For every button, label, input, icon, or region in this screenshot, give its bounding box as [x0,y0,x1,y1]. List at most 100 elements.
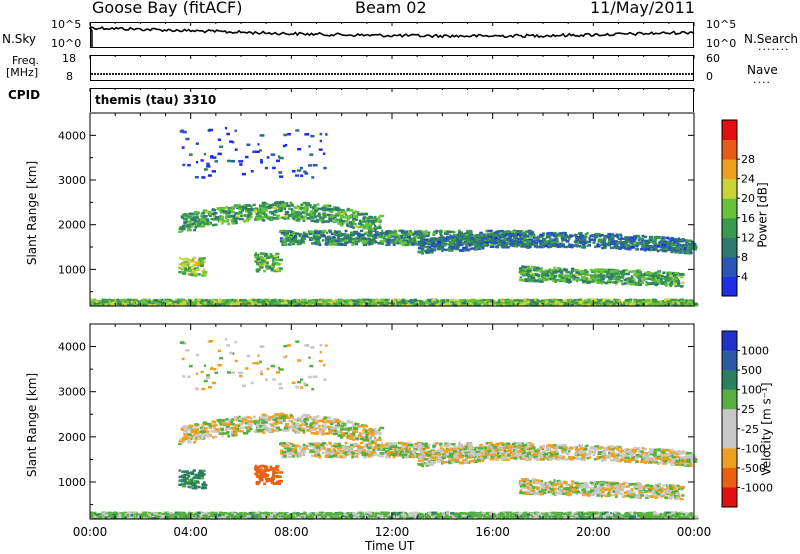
echo-cell [628,270,632,273]
echo-cell [314,229,319,233]
echo-cell [277,304,282,307]
echo-cell [178,266,181,270]
echo-cell [644,242,649,245]
echo-cell [591,298,597,301]
echo-cell [617,241,621,244]
echo-cell [578,298,582,302]
echo-cell [597,240,603,243]
echo-cell [476,236,481,239]
echo-cell [371,229,377,232]
echo-cell [307,235,310,239]
echo-cell [512,303,515,306]
echo-cell [518,270,523,274]
echo-cell [473,248,478,251]
echo-cell [328,229,332,232]
echo-cell [619,246,623,249]
echo-cell [633,236,638,240]
echo-cell [494,240,498,244]
echo-cell [370,221,374,224]
echo-cell [314,209,318,213]
echo-cell [647,277,651,281]
echo-cell [401,243,405,247]
echo-cell [344,216,349,219]
echo-cell [403,303,408,306]
echo-cell [556,267,561,270]
echo-cell [519,276,523,279]
echo-cell [520,272,523,276]
echo-cell [624,299,630,302]
beam-title: Beam 02 [355,0,427,17]
echo-cell [142,298,148,302]
echo-cell [411,238,416,242]
echo-cell [361,239,365,243]
echo-cell [160,302,166,305]
echo-cell [574,241,580,244]
echo-cell [609,246,615,250]
echo-cell [656,278,659,282]
echo-cell [279,240,285,243]
echo-cell [97,302,101,305]
echo-cell [533,241,539,244]
echo-cell [273,254,278,258]
echo-cell [207,303,211,306]
echo-cell [295,129,300,132]
echo-cell [292,216,295,220]
echo-cell [429,248,435,252]
echo-cell [517,237,521,241]
echo-cell [140,303,145,306]
echo-cell [554,298,559,302]
echo-cell [623,278,627,282]
echo-cell [278,204,283,208]
echo-cell [568,276,572,280]
echo-cell [328,204,332,208]
echo-cell [497,238,501,241]
echo-cell [395,235,399,239]
echo-cell [599,238,603,241]
echo-cell [296,303,302,306]
echo-cell [317,212,321,215]
echo-cell [630,275,634,278]
echo-cell [304,299,307,302]
echo-cell [519,243,522,247]
echo-cell [558,234,563,237]
echo-cell [424,250,429,253]
echo-cell [359,229,364,233]
echo-cell [354,242,359,246]
echo-cell [327,242,333,246]
echo-cell [308,164,312,167]
echo-cell [501,231,505,235]
echo-cell [437,240,441,244]
nsearch-dots: ....... [758,40,790,53]
echo-cell [549,275,554,278]
echo-cell [194,304,198,307]
echo-cell [446,230,452,233]
echo-cell [491,243,495,246]
echo-cell [689,245,694,248]
echo-cell [284,240,288,244]
echo-cell [674,283,677,286]
echo-cell [374,224,377,228]
echo-cell [235,302,241,306]
echo-cell [263,269,266,273]
echo-cell [635,269,641,273]
echo-cell [373,215,377,219]
echo-cell [445,243,451,246]
echo-cell [530,299,535,303]
echo-cell [205,220,210,223]
echo-cell [432,232,436,235]
echo-cell [480,238,485,241]
echo-cell [645,283,649,287]
echo-cell [272,256,276,260]
echo-cell [661,236,665,239]
echo-cell [105,304,110,307]
echo-cell [181,224,186,228]
echo-cell [483,243,487,246]
echo-cell [178,263,183,266]
echo-cell [403,236,408,240]
echo-cell [662,247,666,251]
echo-cell [418,230,422,234]
echo-cell [509,303,513,306]
echo-cell [235,205,238,209]
echo-cell [268,204,271,208]
echo-cell [612,302,616,305]
